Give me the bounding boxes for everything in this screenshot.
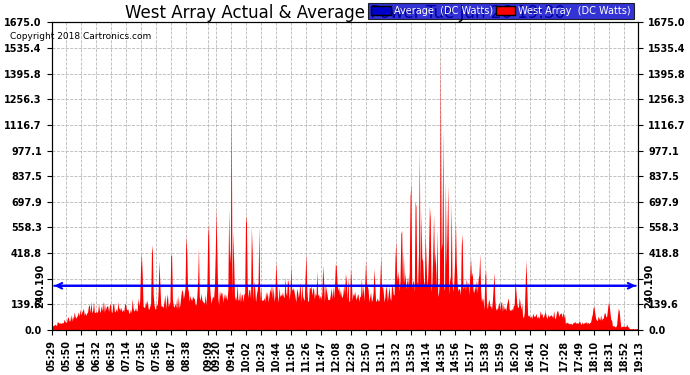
Text: 240.190: 240.190	[644, 264, 654, 308]
Text: Copyright 2018 Cartronics.com: Copyright 2018 Cartronics.com	[10, 32, 152, 41]
Text: 240.190: 240.190	[36, 264, 46, 308]
Title: West Array Actual & Average Power Tue Jun 26 19:30: West Array Actual & Average Power Tue Ju…	[125, 4, 565, 22]
Legend: Average  (DC Watts), West Array  (DC Watts): Average (DC Watts), West Array (DC Watts…	[368, 3, 633, 18]
